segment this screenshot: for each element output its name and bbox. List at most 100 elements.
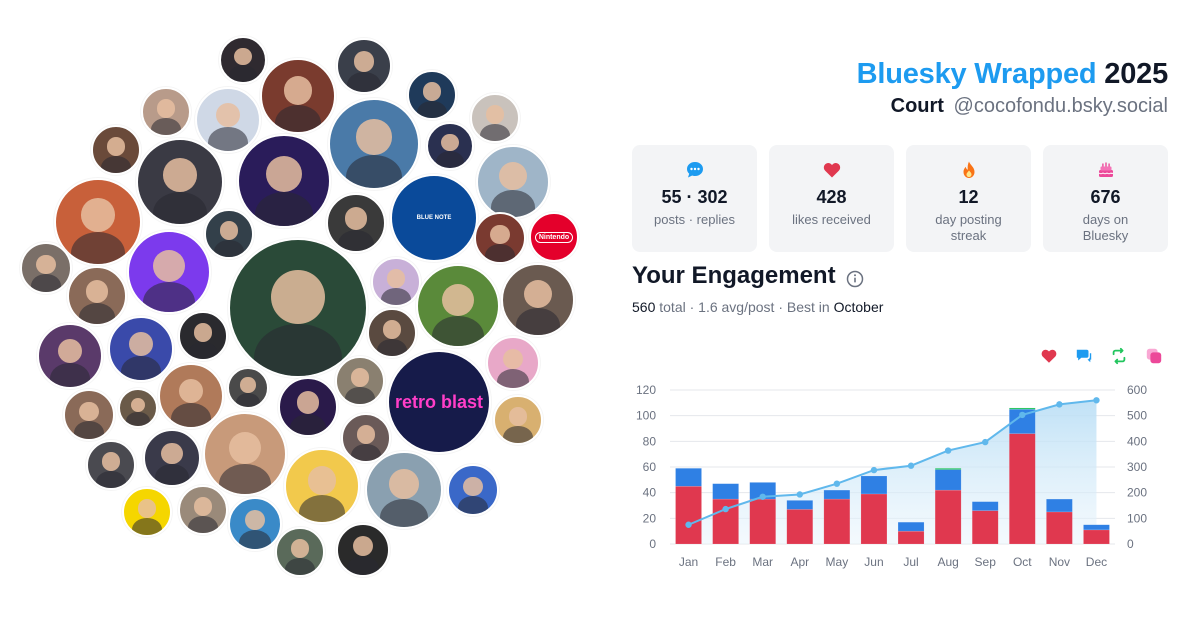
avatar-silhouette-body (30, 273, 62, 292)
x-tick-label: Jun (864, 555, 883, 569)
chart-axes: 0 20 40 60 80 100 120 0 100 200 300 400 500 600 Jan Feb… (636, 383, 1147, 569)
avatar[interactable] (37, 323, 103, 389)
avatar[interactable] (407, 70, 457, 120)
bar-segment (749, 498, 776, 545)
avatar[interactable] (365, 451, 443, 529)
avatar-silhouette-body (143, 281, 195, 312)
avatar[interactable] (336, 523, 390, 577)
avatar[interactable] (228, 497, 282, 551)
avatar[interactable] (67, 266, 127, 326)
avatar-silhouette-face (307, 465, 337, 495)
avatar[interactable] (118, 388, 158, 428)
avatar[interactable] (141, 87, 191, 137)
avatar-silhouette-body (484, 243, 516, 262)
avatar-silhouette-body (345, 386, 375, 404)
avatar[interactable]: Nintendo (529, 212, 579, 262)
avatar[interactable] (227, 367, 269, 409)
x-tick-label: Sep (975, 555, 997, 569)
avatar-silhouette-body (153, 192, 207, 224)
avatar[interactable] (336, 38, 392, 94)
avatar[interactable] (86, 440, 136, 490)
avatar[interactable] (275, 527, 325, 577)
avatar-silhouette-face (508, 407, 528, 426)
engagement-heading: Your Engagement (632, 262, 864, 290)
avatar[interactable] (136, 138, 224, 226)
avatar[interactable] (237, 134, 331, 228)
avatar[interactable] (158, 363, 224, 429)
x-tick-label: Mar (752, 555, 773, 569)
stat-value: 676 (1090, 187, 1121, 207)
avatar[interactable] (284, 448, 360, 524)
avatar-silhouette-face (178, 378, 204, 404)
avatar[interactable] (476, 145, 550, 219)
avatar-silhouette-body (290, 413, 326, 435)
stat-value: 12 (958, 187, 979, 207)
avatar[interactable] (501, 263, 575, 337)
avatar[interactable] (470, 93, 520, 143)
avatar[interactable] (108, 316, 174, 382)
stat-label: days on Bluesky (1082, 212, 1129, 243)
avatar[interactable] (474, 212, 526, 264)
avatar[interactable]: retro blast (387, 350, 491, 454)
avatar-silhouette-body (126, 412, 150, 426)
info-icon[interactable] (846, 267, 864, 288)
avatar[interactable] (219, 36, 267, 84)
avatar[interactable] (260, 58, 336, 134)
avatar[interactable] (228, 238, 368, 378)
engagement-summary: 560 total · 1.6 avg/post · Best in Octob… (632, 299, 884, 315)
x-tick-label: Oct (1013, 555, 1032, 569)
avatar[interactable] (371, 257, 421, 307)
avatar-silhouette-face (161, 442, 183, 465)
avatar-silhouette-face (128, 331, 154, 357)
avatar[interactable] (426, 122, 474, 170)
y2-tick-label: 400 (1127, 434, 1147, 448)
x-tick-label: Apr (790, 555, 809, 569)
avatar[interactable] (127, 230, 211, 314)
avatar-silhouette-body (298, 494, 346, 522)
avatar[interactable] (20, 242, 72, 294)
avatar[interactable] (493, 395, 543, 445)
avatar[interactable] (416, 264, 500, 348)
avatar-silhouette-face (442, 283, 474, 316)
engagement-chart: 0 20 40 60 80 100 120 0 100 200 300 400 500 600 Jan Feb… (636, 383, 1147, 569)
avatar-silhouette-face (296, 391, 320, 414)
cake-icon (1095, 159, 1117, 181)
avatar-silhouette-face (193, 323, 213, 342)
avatar[interactable] (195, 87, 261, 153)
avatar[interactable] (447, 464, 499, 516)
avatar[interactable] (91, 125, 141, 175)
bar-segment (897, 530, 925, 545)
avatar[interactable] (178, 485, 228, 535)
engagement-title: Your Engagement (632, 262, 836, 289)
bar-segment (934, 489, 962, 545)
cumulative-point (796, 491, 803, 498)
avatar[interactable] (54, 178, 142, 266)
avatar[interactable] (122, 487, 172, 537)
avatar[interactable] (326, 193, 386, 253)
avatar[interactable] (278, 377, 338, 437)
avatar[interactable] (367, 308, 417, 358)
heart-icon[interactable] (1040, 347, 1058, 365)
avatar[interactable] (486, 336, 540, 390)
bar-segment (934, 469, 962, 491)
avatar[interactable] (203, 412, 287, 496)
avatar-silhouette-body (71, 232, 125, 264)
quote-icon[interactable] (1145, 347, 1163, 365)
avatar-silhouette-body (435, 151, 465, 168)
avatar[interactable]: BLUE NOTE (390, 174, 478, 262)
avatar[interactable] (63, 389, 115, 441)
avg-per-post: 1.6 avg/post (698, 299, 775, 315)
avatar[interactable] (341, 413, 391, 463)
avatar[interactable] (328, 98, 420, 190)
chart-legend (1040, 347, 1163, 365)
handle: @cocofondu.bsky.social (953, 95, 1168, 117)
avatar[interactable] (143, 429, 201, 487)
avatar[interactable] (204, 209, 254, 259)
avatar-silhouette-face (270, 269, 326, 325)
repost-icon[interactable] (1110, 347, 1128, 365)
avatar-silhouette-body (154, 464, 190, 485)
avatar[interactable] (178, 311, 228, 361)
reply-icon[interactable] (1075, 347, 1093, 365)
avatar[interactable] (335, 356, 385, 406)
avatar-silhouette-body (381, 287, 411, 305)
